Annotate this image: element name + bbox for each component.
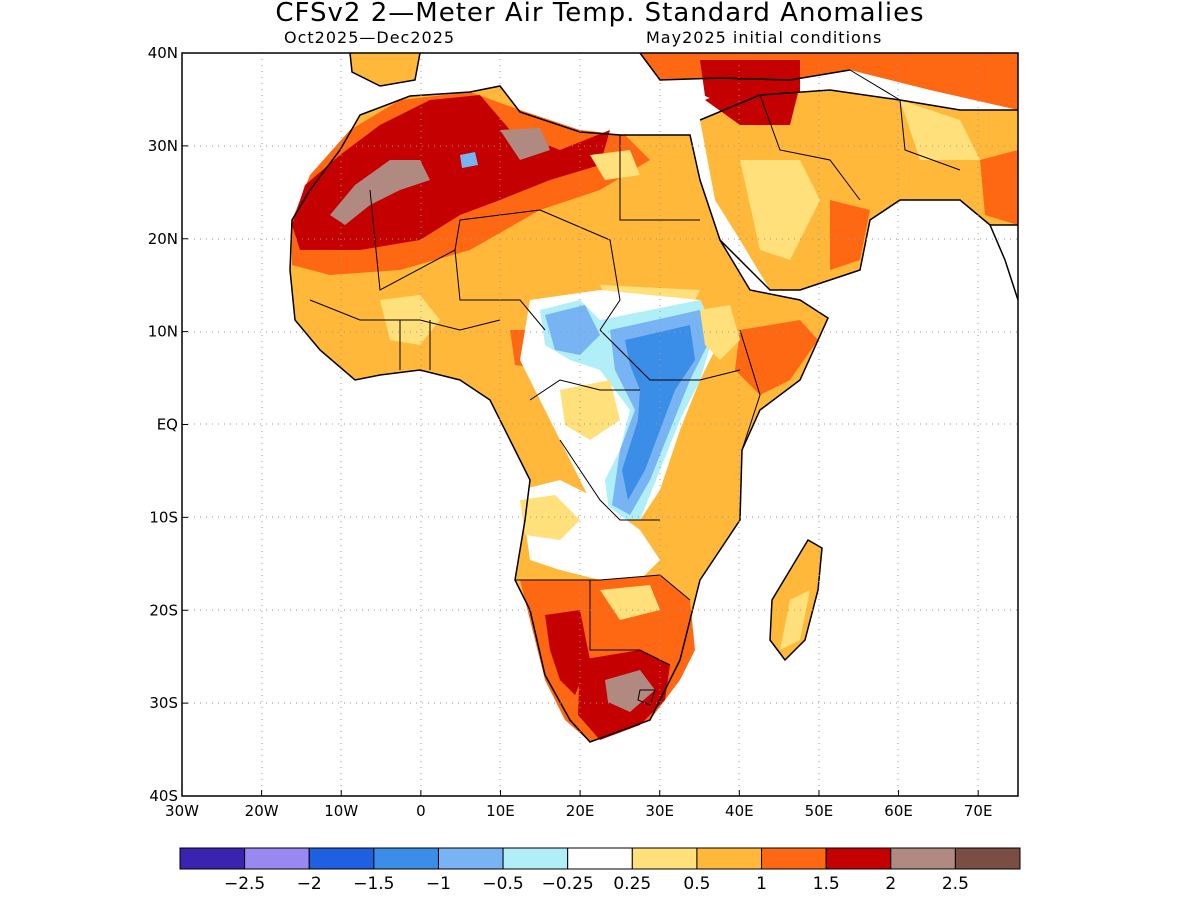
colorbar-swatch <box>890 847 956 870</box>
sahara-light <box>590 150 640 180</box>
colorbar-swatch <box>761 847 827 870</box>
longitude-label: 60E <box>884 802 913 820</box>
longitude-label: 10E <box>486 802 515 820</box>
latitude-labels: 40N 30N 20N 10N EQ 10S 20S 30S 40S <box>148 44 178 805</box>
horn-dark <box>735 320 818 395</box>
longitude-label: 70E <box>964 802 993 820</box>
colorbar-label: −0.25 <box>542 874 594 894</box>
colorbar-swatch <box>954 847 1021 870</box>
latitude-label: 10S <box>149 508 178 526</box>
colorbar-labels: −2.5 −2 −1.5 −1 −0.5 −0.25 0.25 0.5 1 1.5 2 2.5 <box>224 874 969 894</box>
gulf-dark <box>830 200 870 270</box>
colorbar-swatch <box>244 847 310 870</box>
forecast-period: Oct2025—Dec2025 <box>284 28 456 47</box>
latitude-label: 30N <box>148 137 178 155</box>
colorbar-label: −1 <box>426 874 451 894</box>
colorbar-label: −0.5 <box>482 874 523 894</box>
country-borders <box>309 69 961 706</box>
longitude-label: 0 <box>416 802 426 820</box>
sahara-taupe-west <box>330 160 430 225</box>
iran-red <box>705 75 800 125</box>
southern-europe-land <box>350 53 420 86</box>
colorbar-label: −2.5 <box>224 874 265 894</box>
latitude-label: 30S <box>149 694 178 712</box>
sahara-red <box>292 95 610 250</box>
south-africa-taupe <box>605 670 655 712</box>
botswana-light <box>600 585 660 620</box>
longitude-label: 40E <box>725 802 754 820</box>
colorbar-swatch <box>567 847 633 870</box>
initial-conditions: May2025 initial conditions <box>646 28 883 47</box>
central-light-blue <box>545 305 600 355</box>
longitude-label: 30W <box>165 802 199 820</box>
colorbar-swatch <box>179 847 246 870</box>
tick-marks <box>181 52 979 797</box>
longitude-label: 20W <box>245 802 279 820</box>
longitude-label: 30E <box>645 802 674 820</box>
namibia-red <box>545 610 590 695</box>
longitude-label: 20E <box>566 802 595 820</box>
colorbar-label: 1.5 <box>813 874 840 894</box>
map-title: CFSv2 2—Meter Air Temp. Standard Anomali… <box>275 0 925 28</box>
colorbar <box>179 847 1021 870</box>
latitude-label: 20N <box>148 230 178 248</box>
colorbar-swatch <box>631 847 698 870</box>
angola-light <box>520 495 580 540</box>
grid-lines <box>182 53 1018 796</box>
latitude-label: 40N <box>148 44 178 62</box>
longitude-labels: 30W 20W 10W 0 10E 20E 30E 40E 50E 60E 70E <box>165 802 992 820</box>
east-dark <box>980 150 1018 225</box>
latitude-label: 20S <box>149 601 178 619</box>
latitude-label: 40S <box>149 787 178 805</box>
longitude-label: 10W <box>324 802 358 820</box>
colorbar-swatch <box>308 847 375 870</box>
sudan-mid-blue <box>622 325 695 500</box>
iran-light <box>900 100 980 160</box>
colorbar-swatch <box>696 847 763 870</box>
congo-light <box>560 380 620 440</box>
sahara-taupe-east <box>500 128 550 160</box>
map-field <box>290 53 1018 742</box>
colorbar-swatch <box>437 847 504 870</box>
latitude-label: 10N <box>148 323 178 341</box>
coastlines <box>289 53 1018 743</box>
arabia-light <box>740 160 820 260</box>
colorbar-label: 2.5 <box>942 874 969 894</box>
colorbar-swatch <box>502 847 569 870</box>
colorbar-swatch <box>825 847 892 870</box>
colorbar-label: −1.5 <box>353 874 394 894</box>
colorbar-label: −2 <box>297 874 322 894</box>
latitude-label: EQ <box>157 416 178 434</box>
colorbar-swatch <box>373 847 439 870</box>
sahara-blue-speck <box>460 152 478 168</box>
colorbar-label: 0.5 <box>683 874 710 894</box>
colorbar-label: 1 <box>756 874 767 894</box>
colorbar-label: 0.25 <box>613 874 651 894</box>
horn-light <box>700 305 740 360</box>
colorbar-label: 2 <box>885 874 896 894</box>
longitude-label: 50E <box>805 802 834 820</box>
madagascar-light <box>780 590 810 650</box>
